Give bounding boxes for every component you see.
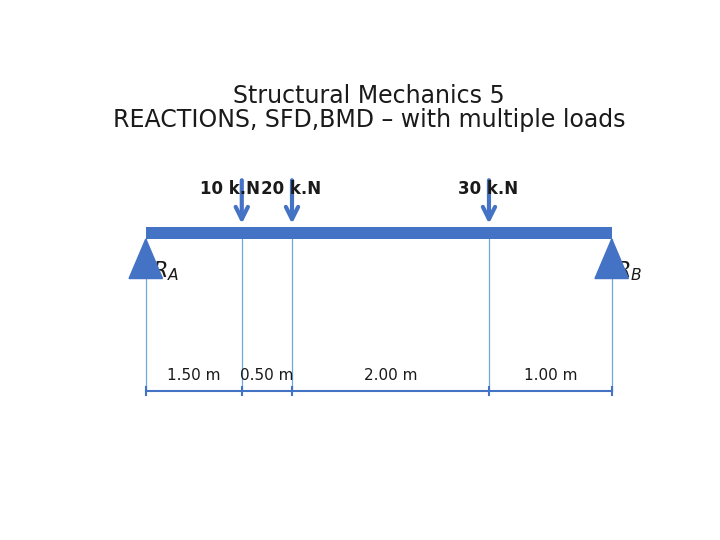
Text: $R_B$: $R_B$ xyxy=(615,260,642,284)
Text: 20 k.N: 20 k.N xyxy=(261,180,321,198)
Text: $R_A$: $R_A$ xyxy=(153,260,179,284)
FancyBboxPatch shape xyxy=(145,227,612,239)
Text: 2.00 m: 2.00 m xyxy=(364,368,417,383)
Text: 1.50 m: 1.50 m xyxy=(167,368,220,383)
Text: 0.50 m: 0.50 m xyxy=(240,368,294,383)
Polygon shape xyxy=(129,239,163,279)
Text: 10 k.N: 10 k.N xyxy=(200,180,260,198)
Text: REACTIONS, SFD,BMD – with multiple loads: REACTIONS, SFD,BMD – with multiple loads xyxy=(113,109,625,132)
Text: 30 k.N: 30 k.N xyxy=(458,180,518,198)
Text: Structural Mechanics 5: Structural Mechanics 5 xyxy=(233,84,505,107)
Polygon shape xyxy=(595,239,629,279)
Text: 1.00 m: 1.00 m xyxy=(523,368,577,383)
